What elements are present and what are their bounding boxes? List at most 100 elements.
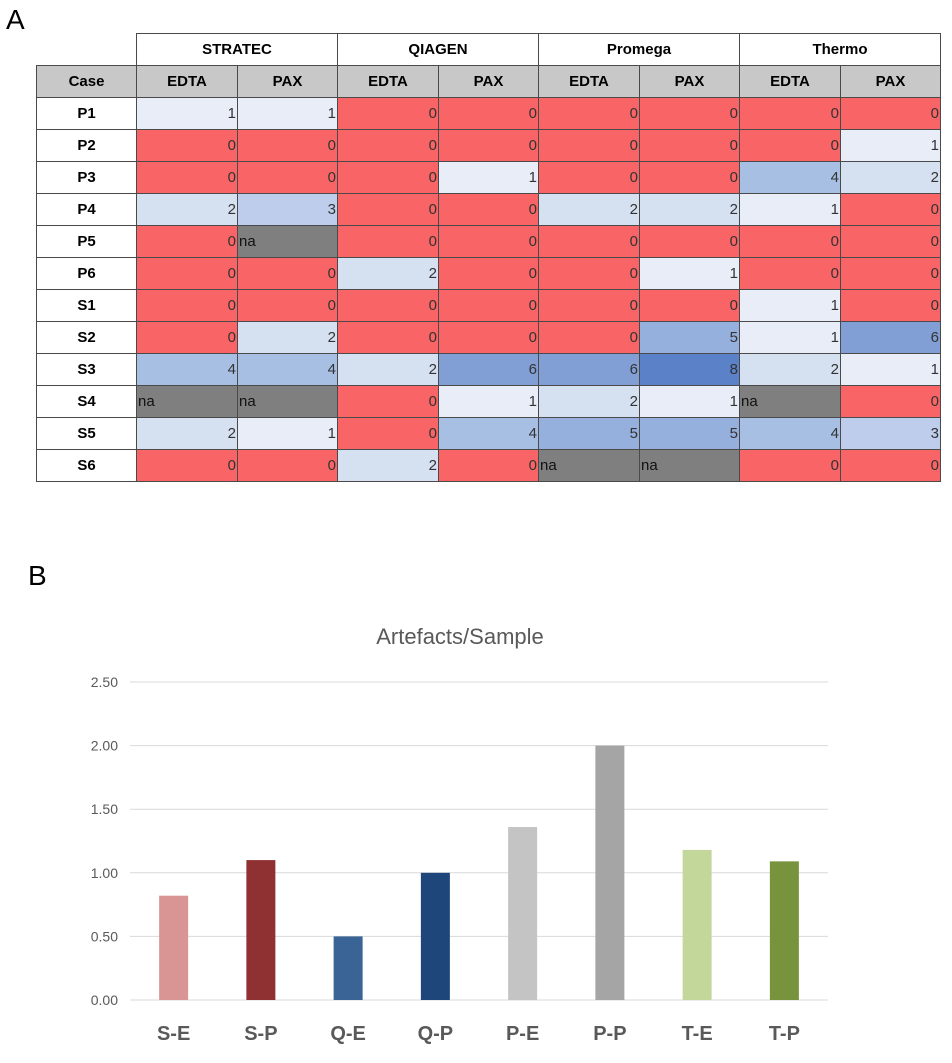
table-row: S4 na na 0 1 2 1 na 0 xyxy=(36,385,941,418)
bars xyxy=(159,745,799,1000)
table-cell: 0 xyxy=(136,129,238,162)
table-row: P5 0 na 0 0 0 0 0 0 xyxy=(36,225,941,258)
case-label: P3 xyxy=(36,161,137,194)
case-label: S2 xyxy=(36,321,137,354)
table-cell: 4 xyxy=(136,353,238,386)
table-cell: na xyxy=(639,449,740,482)
case-label: P4 xyxy=(36,193,137,226)
table-cell: 8 xyxy=(639,353,740,386)
table-cell: 1 xyxy=(237,417,338,450)
table-cell: 0 xyxy=(438,289,539,322)
y-tick-label: 2.50 xyxy=(91,674,118,690)
table-cell: 0 xyxy=(639,97,740,130)
tube-header: PAX xyxy=(237,65,338,98)
table-cell: 0 xyxy=(538,129,640,162)
table-cell: 0 xyxy=(840,385,941,418)
table-cell: 4 xyxy=(237,353,338,386)
table-cell: 0 xyxy=(136,161,238,194)
table-cell: 4 xyxy=(739,417,841,450)
table-cell: 5 xyxy=(639,321,740,354)
table-cell: 1 xyxy=(639,257,740,290)
table-row: S3 4 4 2 6 6 8 2 1 xyxy=(36,353,941,386)
table-cell: 2 xyxy=(639,193,740,226)
table-row: P6 0 0 2 0 0 1 0 0 xyxy=(36,257,941,290)
table-row: P1 1 1 0 0 0 0 0 0 xyxy=(36,97,941,130)
y-tick-label: 1.00 xyxy=(91,865,118,881)
table-cell: 0 xyxy=(840,97,941,130)
table-row: P4 2 3 0 0 2 2 1 0 xyxy=(36,193,941,226)
table-cell: 0 xyxy=(136,449,238,482)
bar-s-p xyxy=(246,860,276,1000)
table-row: P3 0 0 0 1 0 0 4 2 xyxy=(36,161,941,194)
x-tick-label: P-E xyxy=(506,1023,539,1045)
table-cell: 0 xyxy=(237,257,338,290)
table-cell: na xyxy=(136,385,238,418)
vendor-header: Promega xyxy=(538,33,740,66)
x-tick-label: T-E xyxy=(682,1023,713,1045)
table-cell: 6 xyxy=(840,321,941,354)
table-cell: 5 xyxy=(538,417,640,450)
tube-header-row: Case EDTA PAX EDTA PAX EDTA PAX EDTA PAX xyxy=(36,65,941,98)
table-cell: 0 xyxy=(739,225,841,258)
bar-q-p xyxy=(420,872,450,1000)
tube-header: EDTA xyxy=(136,65,238,98)
table-cell: 0 xyxy=(337,193,439,226)
table-cell: 0 xyxy=(237,449,338,482)
chart-title: Artefacts/Sample xyxy=(376,624,544,649)
y-tick-label: 0.00 xyxy=(91,992,118,1008)
table-cell: 0 xyxy=(739,129,841,162)
table-cell: 0 xyxy=(538,257,640,290)
table-cell: 1 xyxy=(739,289,841,322)
table-cell: 2 xyxy=(337,257,439,290)
table-cell: 0 xyxy=(136,257,238,290)
table-cell: 0 xyxy=(237,161,338,194)
table-cell: 0 xyxy=(538,161,640,194)
bar-s-e xyxy=(159,895,189,1000)
table-cell: 6 xyxy=(438,353,539,386)
tube-header: PAX xyxy=(840,65,941,98)
case-label: S3 xyxy=(36,353,137,386)
table-cell: 0 xyxy=(538,225,640,258)
table-cell: 0 xyxy=(438,257,539,290)
table-cell: 2 xyxy=(739,353,841,386)
table-cell: 0 xyxy=(438,225,539,258)
table-cell: na xyxy=(538,449,640,482)
table-cell: 0 xyxy=(337,225,439,258)
table-cell: na xyxy=(739,385,841,418)
table-cell: 1 xyxy=(739,321,841,354)
table-cell: 2 xyxy=(840,161,941,194)
table-cell: 1 xyxy=(237,97,338,130)
table-row: S1 0 0 0 0 0 0 1 0 xyxy=(36,289,941,322)
table-cell: 4 xyxy=(438,417,539,450)
table-row: P2 0 0 0 0 0 0 0 1 xyxy=(36,129,941,162)
table-cell: na xyxy=(237,385,338,418)
tube-header: EDTA xyxy=(739,65,841,98)
table-cell: 0 xyxy=(840,289,941,322)
table-cell: 2 xyxy=(136,193,238,226)
table-row: S5 2 1 0 4 5 5 4 3 xyxy=(36,417,941,450)
table-cell: 0 xyxy=(639,225,740,258)
table-cell: 0 xyxy=(337,289,439,322)
table-cell: 0 xyxy=(136,289,238,322)
table-cell: 1 xyxy=(438,385,539,418)
bar-p-p xyxy=(595,745,625,1000)
vendor-header: STRATEC xyxy=(136,33,338,66)
case-column-header: Case xyxy=(36,65,137,98)
table-cell: 0 xyxy=(739,97,841,130)
table-cell: na xyxy=(237,225,338,258)
x-tick-label: S-P xyxy=(244,1023,277,1045)
y-axis-ticks: 0.00 0.50 1.00 1.50 2.00 2.50 xyxy=(91,674,118,1008)
table-cell: 0 xyxy=(337,97,439,130)
table-cell: 0 xyxy=(739,449,841,482)
x-tick-label: Q-E xyxy=(330,1023,366,1045)
table-cell: 1 xyxy=(438,161,539,194)
bar-q-e xyxy=(333,936,363,1000)
table-cell: 0 xyxy=(438,449,539,482)
table-cell: 0 xyxy=(840,193,941,226)
vendor-header-row: STRATEC QIAGEN Promega Thermo xyxy=(37,33,941,66)
table-cell: 0 xyxy=(337,161,439,194)
panel-label-a: A xyxy=(6,4,25,35)
vendor-header: QIAGEN xyxy=(337,33,539,66)
tube-header: EDTA xyxy=(538,65,640,98)
table-row: S6 0 0 2 0 na na 0 0 xyxy=(36,449,941,482)
